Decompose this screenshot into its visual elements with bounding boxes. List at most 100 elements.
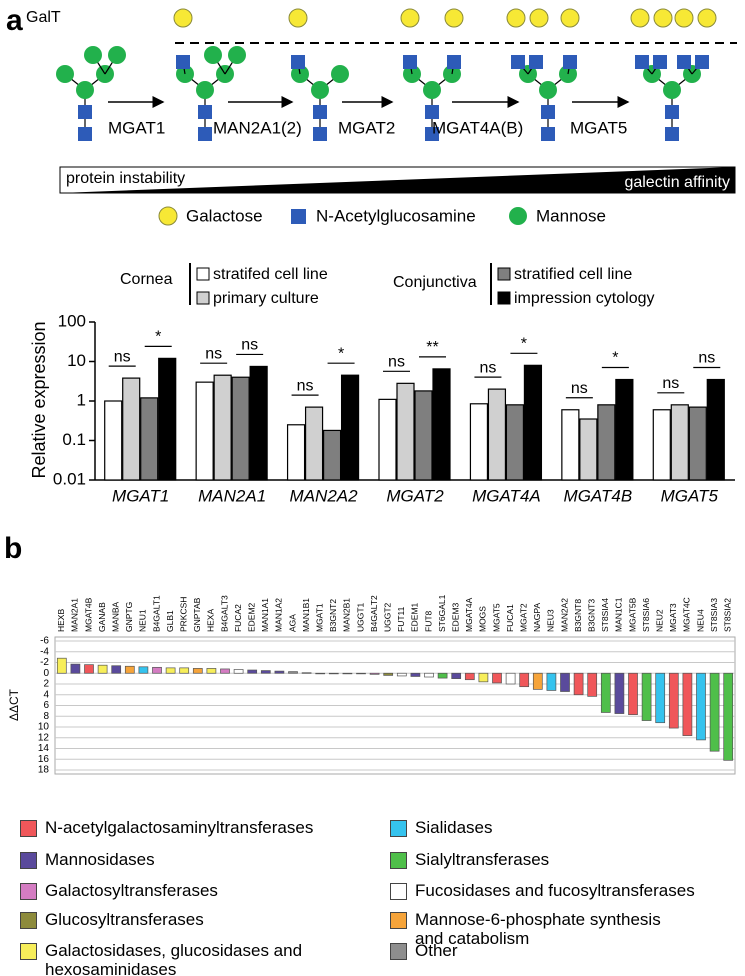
bar — [560, 672, 570, 692]
x-tick-label: EDEM1 — [410, 602, 420, 632]
bar — [573, 672, 584, 696]
legend-label: Galactose — [186, 206, 263, 225]
gradient-label: protein instability — [66, 170, 185, 187]
x-tick-label: EDEM3 — [450, 602, 460, 632]
bar — [122, 377, 141, 481]
legend-label: N-Acetylglucosamine — [316, 206, 476, 225]
significance-label: ns — [114, 348, 131, 365]
bar — [249, 365, 268, 481]
legend-item: Sialidases — [390, 818, 493, 837]
y-tick-label: 2 — [43, 679, 49, 690]
x-tick-label: HEXB — [56, 609, 66, 632]
significance-label: ns — [571, 380, 588, 397]
bar — [165, 667, 176, 674]
x-tick-label: FUCA2 — [233, 604, 243, 632]
bar — [641, 672, 652, 721]
legend-item: Galactosidases, glucosidases and hexosam… — [20, 941, 310, 976]
x-tick-label: NEU4 — [695, 609, 705, 632]
bar — [600, 672, 611, 713]
bar — [288, 671, 298, 674]
legend-label: Mannose-6-phosphate synthesis and catabo… — [415, 910, 661, 948]
x-tick-label: MGAT5 — [661, 486, 719, 505]
x-tick-label: MAN2A1 — [70, 598, 80, 632]
enzyme-label: MGAT1 — [108, 118, 165, 137]
legend-symbol — [509, 207, 527, 225]
legend-group-label: Cornea — [120, 271, 173, 288]
bar — [231, 376, 250, 481]
bar — [652, 409, 671, 481]
legend-swatch — [497, 291, 511, 305]
bar — [56, 657, 67, 674]
bar — [597, 404, 616, 481]
enzyme-label: MGAT4A(B) — [432, 118, 523, 137]
bar — [546, 672, 557, 691]
significance-label: ns — [662, 375, 679, 392]
gradient-wedge — [60, 167, 735, 193]
x-tick-label: MOGS — [478, 606, 488, 632]
legend-symbol — [291, 209, 306, 224]
legend-item: Glucosyltransferases — [20, 910, 204, 929]
x-tick-label: B4GALT1 — [151, 595, 161, 632]
legend-item: Mannose-6-phosphate synthesis and catabo… — [390, 910, 680, 948]
bar — [138, 666, 149, 674]
legend-swatch — [390, 852, 407, 869]
legend-label: Fucosidases and fucosyltransferases — [415, 881, 695, 900]
bar — [195, 381, 214, 481]
significance-label: ns — [297, 377, 314, 394]
legend-swatch — [20, 820, 37, 837]
y-tick-label: 4 — [43, 689, 49, 700]
bar — [301, 672, 312, 674]
x-tick-label: B3GNT8 — [573, 599, 583, 632]
bar — [579, 418, 598, 481]
legend-label: Other — [415, 941, 458, 960]
bar — [487, 388, 507, 481]
bar — [519, 672, 530, 688]
y-tick-label: 16 — [38, 754, 50, 765]
bar — [233, 669, 244, 674]
bar — [396, 672, 407, 677]
bar — [213, 374, 232, 481]
x-tick-label: MAN2A1 — [198, 486, 266, 505]
legend-swatch — [390, 820, 407, 837]
bar — [179, 667, 190, 674]
bar — [532, 672, 543, 690]
x-tick-label: PRKCSH — [178, 597, 188, 632]
bar — [315, 672, 326, 675]
x-tick-label: MGAT2 — [518, 603, 528, 632]
y-tick-label: -2 — [40, 657, 49, 668]
x-tick-label: ST8SIA3 — [709, 598, 719, 632]
legend-label: Galactosyltransferases — [45, 881, 218, 900]
legend-symbol — [158, 206, 178, 226]
legend-swatch — [20, 852, 37, 869]
x-tick-label: GNPTG — [124, 602, 134, 632]
bar — [478, 672, 489, 683]
x-tick-label: MGAT3 — [668, 603, 678, 632]
bar — [84, 664, 94, 674]
significance-label: * — [612, 350, 618, 367]
significance-label: ns — [698, 350, 715, 367]
y-tick-label: 100 — [58, 311, 86, 330]
bar — [97, 664, 108, 674]
y-tick-label: 6 — [43, 700, 49, 711]
x-tick-label: AGA — [287, 614, 297, 632]
bar — [682, 672, 693, 736]
bar — [614, 672, 625, 714]
y-tick-label: 8 — [43, 711, 49, 722]
bar — [356, 672, 366, 675]
x-tick-label: FUCA1 — [505, 604, 515, 632]
y-tick-label: 14 — [38, 743, 50, 754]
x-tick-label: ST6GAL1 — [437, 594, 447, 632]
significance-label: ns — [388, 354, 405, 371]
x-tick-label: MAN2A2 — [290, 486, 359, 505]
y-axis-label: Relative expression — [29, 321, 49, 478]
bar — [247, 669, 258, 674]
y-tick-label: 10 — [67, 351, 86, 370]
y-tick-label: 1 — [77, 390, 86, 409]
bar — [111, 665, 122, 674]
significance-label: ns — [205, 345, 222, 362]
bar — [104, 400, 123, 481]
bar — [158, 357, 177, 481]
bar — [655, 672, 666, 724]
x-tick-label: ST8SIA6 — [641, 598, 651, 632]
